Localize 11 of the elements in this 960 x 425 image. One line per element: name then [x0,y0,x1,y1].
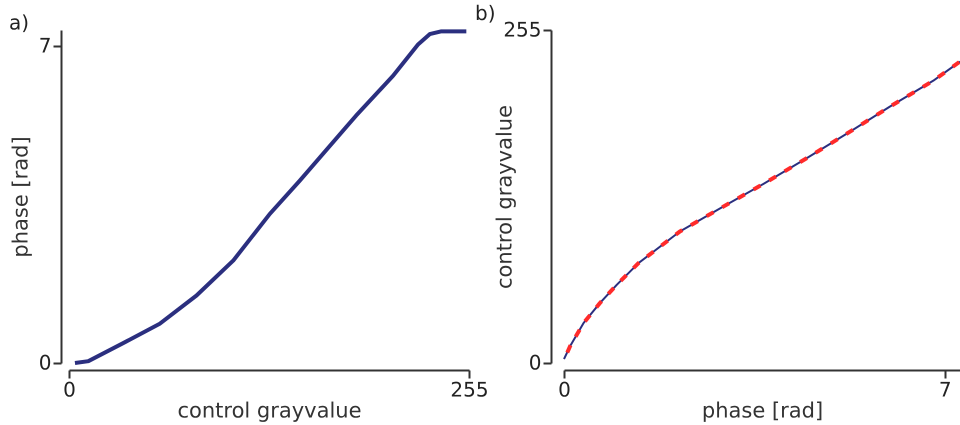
x-tick-label: 0 [63,378,76,402]
x-axis-title: control grayvalue [177,398,362,422]
x-tick-label: 0 [558,378,571,402]
x-tick-label: 7 [938,378,952,402]
chart-title: a) [9,10,30,34]
line-series [72,29,468,365]
y-axis-title: phase [rad] [8,136,32,258]
x-tick-label: 255 [450,378,489,402]
chart-title: b) [475,1,496,25]
y-axis-title: control grayvalue [492,104,516,290]
x-axis-title: phase [rad] [702,398,824,422]
